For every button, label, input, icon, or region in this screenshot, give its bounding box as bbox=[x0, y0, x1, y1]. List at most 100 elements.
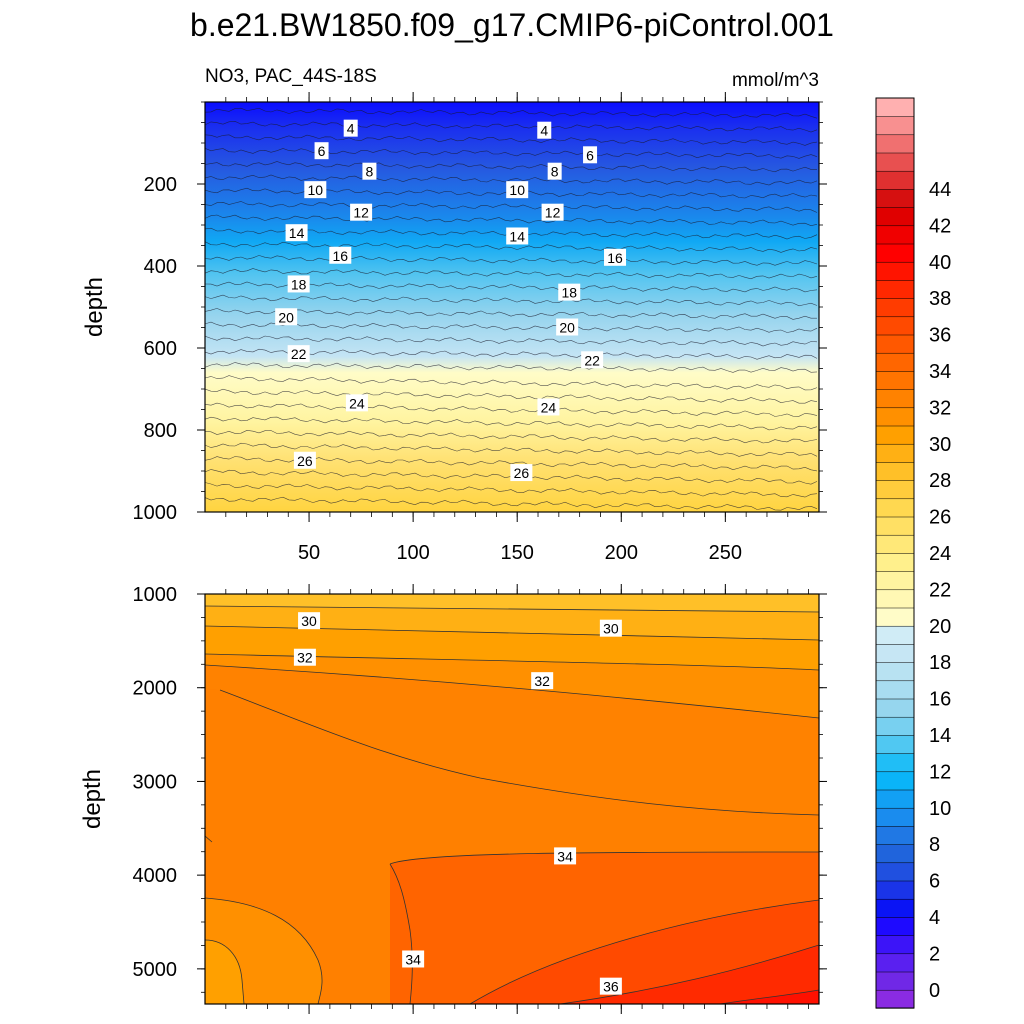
y-tick-label: 5000 bbox=[133, 959, 178, 981]
colorbar-swatch bbox=[875, 370, 915, 390]
contour-line bbox=[205, 496, 818, 511]
colorbar-swatch bbox=[875, 425, 915, 445]
y-tick-label: 3000 bbox=[133, 771, 178, 793]
contour-label: 14 bbox=[506, 227, 529, 245]
colorbar-label: 32 bbox=[929, 397, 951, 419]
contour-label-box bbox=[402, 950, 425, 968]
lower-plot-frame bbox=[204, 593, 820, 1005]
contour-label-box bbox=[293, 648, 316, 666]
lower-contour-lines bbox=[205, 605, 819, 1004]
contour-line bbox=[205, 429, 818, 444]
contour-label: 20 bbox=[275, 308, 298, 326]
contour-label-box bbox=[537, 398, 560, 416]
contour-label-box bbox=[329, 246, 352, 264]
colorbar-swatch bbox=[875, 589, 915, 609]
x-tick-label: 50 bbox=[298, 542, 320, 564]
contour-line bbox=[205, 107, 818, 119]
colorbar-swatch bbox=[875, 134, 915, 154]
x-tick-label: 200 bbox=[605, 542, 638, 564]
colorbar-label: 30 bbox=[929, 434, 951, 456]
contour-line bbox=[205, 120, 818, 133]
colorbar-swatch bbox=[875, 461, 915, 481]
colorbar-swatch bbox=[875, 188, 915, 208]
contour-label-text: 12 bbox=[545, 205, 561, 221]
colorbar-swatch bbox=[875, 698, 915, 718]
upper-contour-labels: 4 4 6 6 8 8 10 10 12 12 14 14 16 16 18 18 20 20 22 22 24 24 26… bbox=[275, 119, 627, 482]
colorbar-label: 2 bbox=[929, 943, 940, 965]
y-tick-label: 800 bbox=[144, 420, 177, 442]
contour-label-box bbox=[314, 142, 329, 160]
y-tick-label: 2000 bbox=[133, 678, 178, 700]
contour-label: 26 bbox=[510, 464, 533, 482]
contour-label: 18 bbox=[287, 275, 310, 293]
contour-label-text: 34 bbox=[405, 951, 421, 967]
contour-label-box bbox=[510, 464, 533, 482]
contour-label: 10 bbox=[304, 181, 327, 199]
colorbar-label: 6 bbox=[929, 871, 940, 893]
contour-label-text: 26 bbox=[514, 465, 530, 481]
contour-label-text: 32 bbox=[297, 650, 313, 666]
contour-line bbox=[205, 416, 818, 431]
colorbar-swatch bbox=[875, 843, 915, 864]
colorbar-label: 12 bbox=[929, 761, 951, 783]
contour-label-text: 24 bbox=[541, 399, 557, 415]
contour-label: 18 bbox=[558, 283, 581, 301]
colorbar-swatch bbox=[875, 789, 915, 809]
y-tick-label: 1000 bbox=[133, 584, 178, 606]
contour-label-text: 14 bbox=[289, 225, 305, 241]
colorbar-label: 18 bbox=[929, 652, 951, 674]
contour-label-box bbox=[581, 351, 604, 369]
colorbar-label: 38 bbox=[929, 288, 951, 310]
contour-label: 8 bbox=[362, 162, 377, 180]
colorbar-swatch bbox=[875, 680, 915, 700]
contour-label-text: 22 bbox=[584, 352, 600, 368]
contour-label-text: 10 bbox=[509, 182, 525, 198]
contour-label-text: 10 bbox=[308, 182, 324, 198]
colorbar-label: 8 bbox=[929, 834, 940, 856]
y-tick-label: 200 bbox=[144, 174, 177, 196]
colorbar-swatch bbox=[875, 934, 915, 955]
contour-label-box bbox=[293, 451, 316, 469]
contour-label-text: 6 bbox=[318, 143, 326, 159]
colorbar-label: 10 bbox=[929, 798, 951, 820]
colorbar-swatch bbox=[875, 516, 915, 536]
contour-line bbox=[205, 321, 818, 333]
contour-label: 22 bbox=[287, 345, 310, 363]
contour-label-text: 4 bbox=[540, 123, 548, 139]
colorbar-swatch bbox=[875, 625, 915, 645]
contour-line bbox=[205, 161, 817, 173]
contour-line bbox=[205, 402, 818, 417]
upper-contour-lines bbox=[205, 107, 818, 511]
colorbar-swatch bbox=[875, 916, 915, 936]
colorbar-label: 40 bbox=[929, 252, 951, 274]
contour-label-text: 26 bbox=[297, 453, 313, 469]
contour-line bbox=[205, 362, 818, 373]
colorbar-swatch bbox=[875, 316, 915, 336]
contour-label-box bbox=[599, 977, 622, 995]
colorbar-swatch bbox=[875, 971, 915, 991]
colorbar-swatch bbox=[875, 880, 915, 900]
contour-line bbox=[205, 134, 818, 146]
contour-label: 4 bbox=[537, 121, 552, 139]
contour-label-text: 12 bbox=[353, 205, 369, 221]
colorbar-swatch bbox=[875, 152, 915, 172]
contour-label-box bbox=[558, 283, 581, 301]
colorbar-swatch bbox=[875, 752, 915, 773]
colorbar-swatch bbox=[875, 552, 915, 572]
contour-label-box bbox=[599, 619, 622, 637]
lower-axis-ticks: 1000 2000 3000 4000 5000 bbox=[133, 584, 827, 1014]
contour-label-text: 8 bbox=[366, 164, 374, 180]
contour-label-text: 20 bbox=[559, 320, 575, 336]
colorbar-swatch bbox=[875, 661, 915, 682]
contour-label-text: 36 bbox=[603, 979, 619, 995]
colorbar-swatch bbox=[875, 734, 915, 754]
x-tick-label: 100 bbox=[396, 542, 429, 564]
chart-title: b.e21.BW1850.f09_g17.CMIP6-piControl.001 bbox=[190, 7, 834, 43]
contour-label: 24 bbox=[537, 398, 560, 416]
colorbar-swatch bbox=[875, 115, 915, 136]
contour-line bbox=[205, 388, 818, 404]
colorbar-swatch bbox=[875, 297, 915, 318]
colorbar-label: 16 bbox=[929, 689, 951, 711]
contour-label-box bbox=[285, 224, 308, 242]
colorbar-label: 22 bbox=[929, 579, 951, 601]
